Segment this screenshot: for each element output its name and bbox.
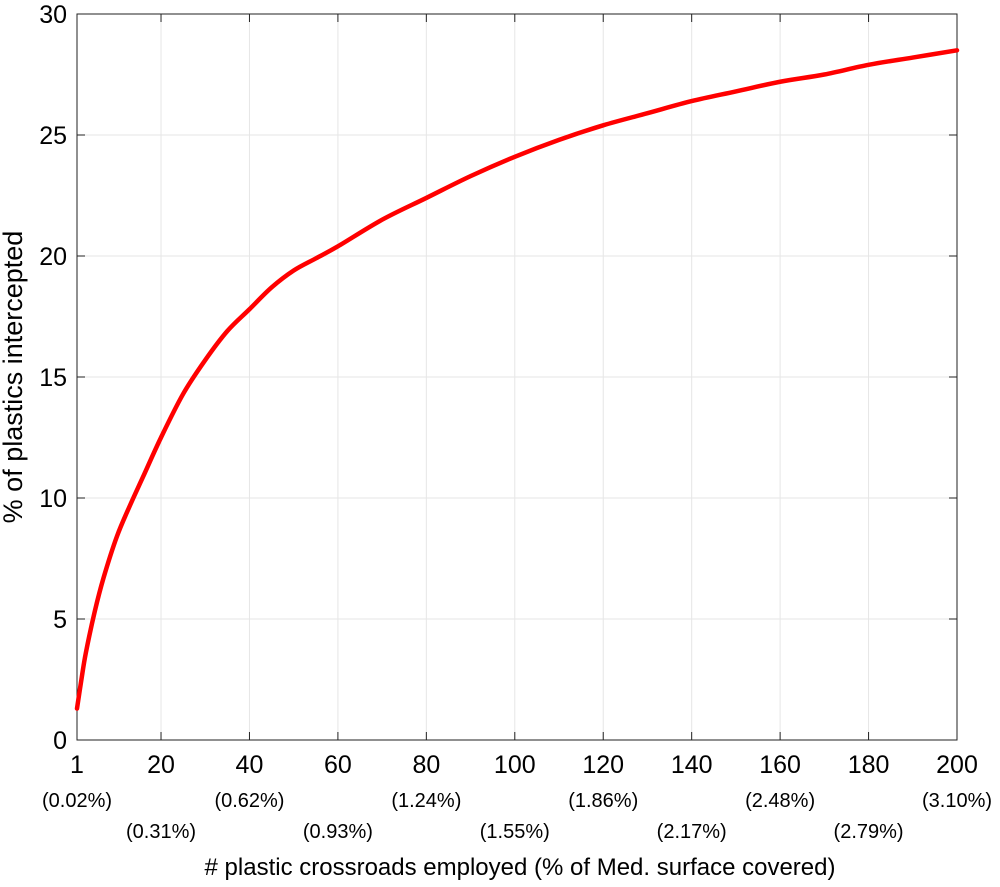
y-tick-label: 15 [39, 364, 67, 392]
x-percent-label: (2.79%) [834, 821, 904, 843]
y-tick-label: 20 [39, 243, 67, 271]
series-line-0 [74, 48, 960, 711]
x-tick-label: 120 [582, 751, 624, 779]
x-percent-label: (2.17%) [657, 821, 727, 843]
y-tick-label: 10 [39, 485, 67, 513]
x-tick-label: 200 [936, 751, 978, 779]
y-tick-label: 0 [53, 727, 67, 755]
x-tick-label: 40 [236, 751, 264, 779]
y-tick-label: 25 [39, 122, 67, 150]
x-percent-label: (1.86%) [568, 790, 638, 812]
x-tick-label: 60 [324, 751, 352, 779]
x-tick-label: 20 [147, 751, 175, 779]
x-tick-label: 180 [848, 751, 890, 779]
y-tick-label: 5 [53, 606, 67, 634]
grid-lines [77, 14, 957, 740]
x-percent-label: (0.93%) [303, 821, 373, 843]
x-percent-label: (3.10%) [922, 790, 992, 812]
axis-ticks [76, 13, 958, 741]
y-tick-labels: 0 5 10 15 20 25 30 [39, 1, 67, 755]
x-tick-label: 100 [494, 751, 536, 779]
x-axis-title: # plastic crossroads employed (% of Med.… [205, 854, 836, 881]
x-percent-label: (1.24%) [391, 790, 461, 812]
x-percent-label: (0.02%) [42, 790, 112, 812]
x-tick-label: 1 [70, 751, 84, 779]
x-tick-label: 160 [759, 751, 801, 779]
x-percent-label: (1.55%) [480, 821, 550, 843]
x-tick-labels: 1 20 40 60 80 100 120 140 160 180 200 [70, 751, 978, 779]
y-axis-title: % of plastics intercepted [0, 231, 28, 524]
x-percent-label: (0.62%) [214, 790, 284, 812]
x-percent-labels: (0.02%) (0.31%) (0.62%) (0.93%) (1.24%) (1.55… [42, 790, 992, 843]
x-tick-label: 80 [412, 751, 440, 779]
x-percent-label: (2.48%) [745, 790, 815, 812]
series-layer [74, 48, 960, 711]
x-percent-label: (0.31%) [126, 821, 196, 843]
y-tick-label: 30 [39, 1, 67, 29]
x-tick-label: 140 [671, 751, 713, 779]
